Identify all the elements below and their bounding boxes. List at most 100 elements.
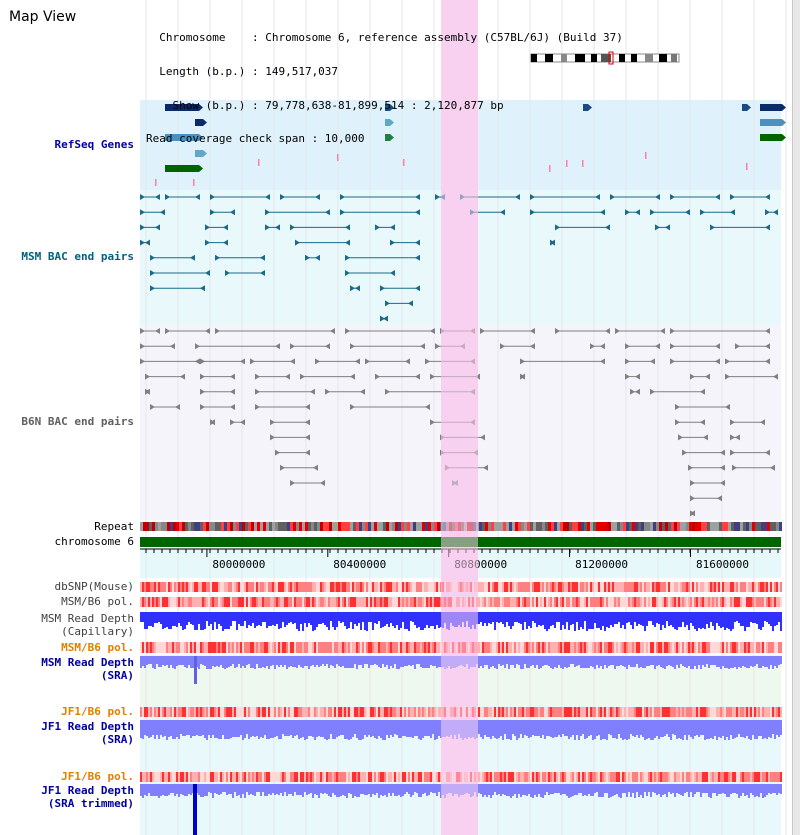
refseq-tick — [155, 179, 157, 186]
dbsnp-strip — [364, 582, 366, 592]
dbsnp-strip — [694, 582, 696, 592]
jf1-sra-depth — [742, 720, 744, 737]
msm-b6-pol-strip-2 — [540, 642, 542, 653]
jf1-trimmed-depth — [570, 784, 572, 797]
msm-b6-pol-strip — [356, 597, 358, 607]
jf1-b6-pol-strip-2 — [738, 772, 740, 782]
repeat-segment — [191, 522, 194, 531]
dbsnp-strip — [600, 582, 602, 592]
b6n-bac-pair-end — [145, 388, 150, 395]
jf1-b6-pol-strip-2 — [338, 772, 340, 782]
jf1-b6-pol-strip — [264, 707, 266, 717]
repeat-segment — [677, 522, 680, 531]
msm-b6-pol-strip — [514, 597, 516, 607]
jf1-b6-pol-strip-2 — [156, 772, 158, 782]
dbsnp-strip — [554, 582, 556, 592]
jf1-sra-depth — [314, 720, 316, 740]
gene-arrow — [390, 119, 394, 126]
dbsnp-strip — [338, 582, 340, 592]
msm-bac-pair-end — [390, 224, 395, 231]
jf1-b6-pol-strip — [416, 707, 418, 717]
msm-b6-pol-strip — [158, 597, 160, 607]
jf1-b6-pol-strip — [528, 707, 530, 717]
msm-sra-depth — [224, 656, 226, 669]
msm-b6-pol-strip — [210, 597, 212, 607]
repeat-segment — [428, 522, 431, 531]
msm-capillary-depth — [626, 612, 628, 623]
msm-b6-pol-strip-2 — [396, 642, 398, 653]
repeat-segment — [779, 522, 782, 531]
jf1-b6-pol-strip — [536, 707, 538, 717]
msm-b6-pol-strip-2 — [422, 642, 424, 653]
msm-sra-depth — [406, 656, 408, 666]
jf1-b6-pol-strip — [210, 707, 212, 717]
msm-b6-pol-strip — [506, 597, 508, 607]
jf1-sra-depth — [190, 720, 192, 738]
dbsnp-strip — [552, 582, 554, 592]
jf1-b6-pol-strip — [554, 707, 556, 717]
msm-b6-pol-strip — [170, 597, 172, 607]
track-label-msm-bac[interactable]: MSM BAC end pairs — [21, 250, 134, 263]
msm-capillary-depth — [582, 612, 584, 629]
dbsnp-strip — [772, 582, 774, 592]
jf1-b6-pol-strip — [208, 707, 210, 717]
b6n-bac-pair-end — [635, 388, 640, 395]
jf1-trimmed-depth — [146, 784, 148, 796]
jf1-b6-pol-strip-2 — [608, 772, 610, 782]
jf1-trimmed-depth — [756, 784, 758, 796]
jf1-trimmed-depth — [552, 784, 554, 794]
dbsnp-strip — [178, 582, 180, 592]
msm-sra-depth — [428, 656, 430, 668]
msm-sra-depth — [680, 656, 682, 664]
msm-sra-depth — [568, 656, 570, 667]
msm-b6-pol-strip — [258, 597, 260, 607]
b6n-bac-pair-end — [690, 480, 695, 486]
repeat-segment — [404, 522, 407, 531]
msm-capillary-depth — [346, 612, 348, 629]
dbsnp-strip — [418, 582, 420, 592]
ideogram-band — [531, 54, 537, 62]
msm-b6-pol-strip — [326, 597, 328, 607]
msm-b6-pol-strip-2 — [522, 642, 524, 653]
msm-b6-pol-strip — [500, 597, 502, 607]
msm-b6-pol-strip — [582, 597, 584, 607]
dbsnp-strip — [590, 582, 592, 592]
repeat-segment — [224, 522, 227, 531]
jf1-sra-depth — [434, 720, 436, 740]
jf1-sra-depth — [428, 720, 430, 736]
msm-b6-pol-strip — [592, 597, 594, 607]
jf1-sra-depth — [268, 720, 270, 739]
msm-sra-depth — [612, 656, 614, 665]
repeat-segment — [152, 522, 155, 531]
track-label-msm-depth-capillary-sub: (Capillary) — [61, 625, 134, 638]
msm-capillary-depth — [706, 612, 708, 624]
refseq-gene-feature — [742, 104, 747, 111]
jf1-sra-depth — [604, 720, 606, 739]
jf1-trimmed-depth — [158, 784, 160, 798]
vertical-scrollbar[interactable] — [792, 0, 800, 835]
jf1-sra-depth — [184, 720, 186, 736]
jf1-b6-pol-strip — [368, 707, 370, 717]
jf1-b6-pol-strip — [164, 707, 166, 717]
refseq-gene-feature — [760, 104, 782, 111]
jf1-b6-pol-strip — [418, 707, 420, 717]
msm-sra-depth — [166, 656, 168, 665]
repeat-segment — [623, 522, 626, 531]
jf1-b6-pol-strip-2 — [202, 772, 204, 782]
dbsnp-strip — [498, 582, 500, 592]
msm-b6-pol-strip-2 — [222, 642, 224, 653]
track-label-b6n-bac[interactable]: B6N BAC end pairs — [21, 415, 134, 428]
repeat-segment — [479, 522, 482, 531]
msm-b6-pol-strip — [548, 597, 550, 607]
jf1-sra-depth — [274, 720, 276, 737]
jf1-b6-pol-strip — [612, 707, 614, 717]
msm-capillary-depth — [600, 612, 602, 630]
dbsnp-strip — [306, 582, 308, 592]
jf1-b6-pol-strip-2 — [700, 772, 702, 782]
jf1-b6-pol-strip — [146, 707, 148, 717]
jf1-sra-depth — [482, 720, 484, 739]
jf1-trimmed-depth — [348, 784, 350, 793]
msm-b6-pol-strip — [696, 597, 698, 607]
track-label-refseq-genes[interactable]: RefSeq Genes — [54, 138, 134, 151]
